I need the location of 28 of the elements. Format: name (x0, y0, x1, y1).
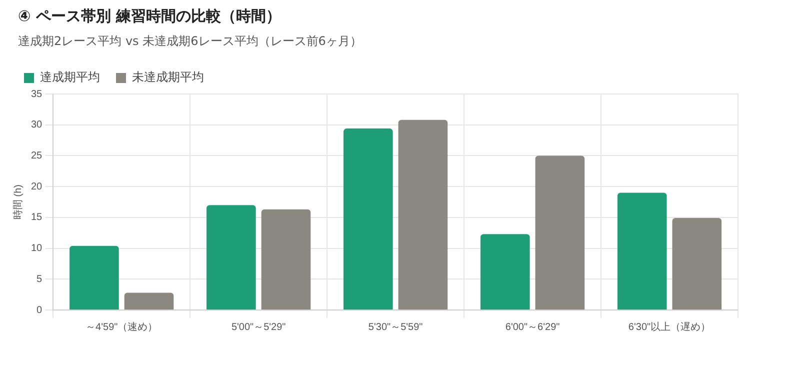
x-tick-label: 6'00"～6'29" (505, 322, 560, 333)
bar (535, 156, 585, 310)
bar (672, 218, 722, 310)
x-tick-label: 5'00"～5'29" (231, 322, 286, 333)
bar (261, 209, 311, 310)
y-tick-label: 5 (36, 274, 43, 285)
chart-title: ④ ペース帯別 練習時間の比較（時間） (18, 7, 282, 26)
x-tick-label: ～4'59"（速め） (86, 320, 158, 333)
legend-label: 未達成期平均 (132, 70, 204, 84)
bar (480, 234, 530, 310)
bar (344, 128, 393, 310)
bar (206, 205, 256, 310)
bar (70, 246, 119, 310)
y-tick-label: 30 (31, 120, 43, 131)
bar (398, 120, 448, 310)
bar (124, 292, 174, 310)
y-tick-label: 0 (36, 304, 43, 316)
y-tick-label: 10 (31, 243, 43, 254)
legend-label: 達成期平均 (40, 70, 100, 84)
y-axis-title: 時間 (h) (12, 184, 24, 220)
y-tick-label: 15 (31, 212, 43, 224)
y-tick-label: 20 (31, 181, 43, 192)
chart-subtitle: 達成期2レース平均 vs 未達成期6レース平均（レース前6ヶ月） (18, 33, 362, 50)
bar (617, 192, 667, 310)
y-tick-label: 35 (31, 88, 43, 100)
x-tick-label: 6'30"以上（遅め） (628, 320, 711, 333)
x-tick-label: 5'30"～5'59" (368, 322, 424, 333)
y-tick-label: 25 (31, 150, 43, 162)
